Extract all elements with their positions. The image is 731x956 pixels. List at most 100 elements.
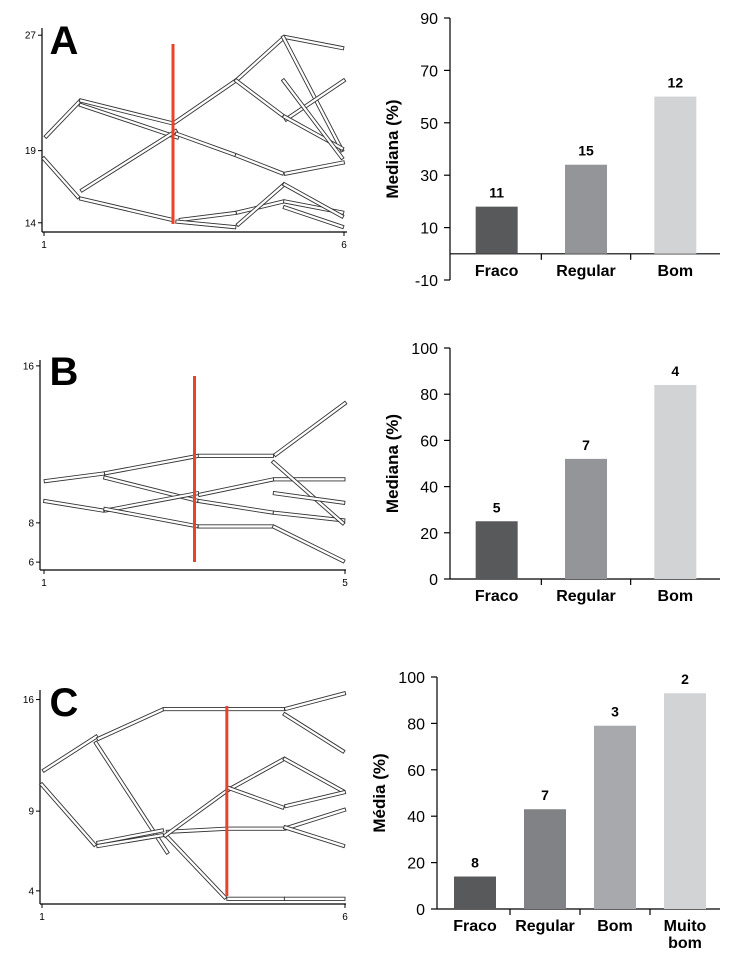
series-line (283, 896, 346, 901)
series-line (79, 128, 179, 193)
series-line (282, 204, 345, 230)
series-line (174, 131, 237, 158)
y-tick-label: 19 (25, 146, 37, 157)
y-tick-label: 80 (420, 387, 438, 404)
category-label: bom (668, 935, 702, 952)
series-line (78, 196, 174, 223)
bar (565, 458, 607, 579)
y-tick-label: 60 (420, 433, 438, 450)
series-line (197, 453, 274, 458)
series-line (78, 102, 180, 140)
data-label: 8 (471, 855, 479, 871)
series-line (226, 707, 285, 712)
series-line (41, 734, 99, 774)
series-line (281, 181, 345, 219)
data-label: 7 (541, 787, 549, 803)
category-label: Bom (658, 588, 694, 605)
series-line (93, 740, 170, 855)
data-label: 5 (493, 499, 501, 515)
series-line (225, 785, 285, 810)
series-line (103, 490, 200, 513)
series-line (43, 471, 106, 484)
bar (565, 164, 607, 254)
data-label: 15 (578, 143, 594, 159)
series-line (272, 490, 346, 505)
y-tick-label: 100 (411, 341, 438, 358)
bar (594, 725, 636, 909)
y-tick-label: 27 (25, 31, 37, 42)
y-tick-label: 30 (420, 168, 438, 185)
data-label: 4 (671, 363, 679, 379)
y-axis-label: Mediana (%) (383, 99, 402, 198)
series-line (178, 210, 237, 223)
y-tick-label: 10 (420, 221, 438, 238)
panel-label: C (50, 681, 79, 725)
series-line (103, 453, 200, 476)
y-tick-label: 4 (28, 886, 34, 897)
series-line (234, 152, 285, 176)
series-line (273, 477, 346, 482)
y-tick-label: 9 (28, 807, 34, 818)
category-label: Bom (597, 918, 633, 935)
y-tick-label: 14 (25, 218, 37, 229)
category-label: Regular (556, 588, 616, 605)
category-label: Regular (556, 263, 616, 280)
series-line (40, 155, 81, 200)
series-line (96, 828, 165, 846)
series-line (280, 34, 345, 153)
x-tick-label: 5 (342, 578, 348, 589)
series-line (103, 506, 199, 529)
data-label: 11 (489, 185, 504, 201)
x-tick-label: 1 (41, 578, 47, 589)
y-tick-label: 40 (407, 809, 425, 826)
series-line (163, 832, 228, 901)
x-tick-label: 1 (41, 240, 47, 251)
series-line (175, 219, 237, 230)
series-line (197, 524, 274, 529)
y-tick-label: -10 (415, 273, 438, 290)
y-tick-label: 60 (407, 763, 425, 780)
series-line (283, 160, 346, 176)
category-label: Fraco (453, 918, 497, 935)
x-tick-label: 6 (341, 240, 347, 251)
series-line (102, 475, 199, 503)
series-line (38, 781, 98, 848)
series-line (283, 807, 347, 831)
bar (524, 809, 566, 909)
y-tick-label: 8 (28, 518, 34, 529)
series-line (226, 756, 287, 793)
series-line (172, 77, 239, 126)
y-tick-label: 40 (420, 480, 438, 497)
series-line (226, 896, 285, 901)
data-label: 7 (582, 437, 590, 453)
bar (654, 384, 697, 579)
data-label: 12 (668, 75, 684, 91)
y-tick-label: 70 (420, 63, 438, 80)
series-line (235, 34, 287, 82)
y-tick-label: 20 (420, 526, 438, 543)
y-tick-label: 0 (416, 902, 425, 919)
y-tick-label: 100 (398, 670, 425, 687)
line-chart-a: 27 19 14 1 6 (25, 28, 347, 251)
x-tick-label: 1 (39, 912, 45, 923)
category-label: Fraco (475, 263, 519, 280)
bar (475, 206, 518, 254)
series-line (42, 498, 105, 513)
panel-label: B (50, 350, 79, 394)
category-label: Regular (515, 918, 575, 935)
y-tick-label: 80 (407, 716, 425, 733)
panel-label: A (50, 19, 79, 63)
bar (475, 521, 518, 579)
y-axis-label: Média (%) (370, 753, 389, 832)
series-line (197, 477, 275, 498)
y-tick-label: 90 (420, 11, 438, 28)
series-line (283, 789, 347, 809)
series-line (280, 77, 345, 161)
bar-chart-b: 0 20 40 60 80 100 Mediana (%) 5 Fraco 7 Regular 4 Bo… (383, 341, 720, 605)
series-line (95, 706, 166, 742)
series-line (226, 826, 285, 831)
series-line (282, 756, 346, 794)
y-tick-label: 16 (23, 695, 35, 706)
